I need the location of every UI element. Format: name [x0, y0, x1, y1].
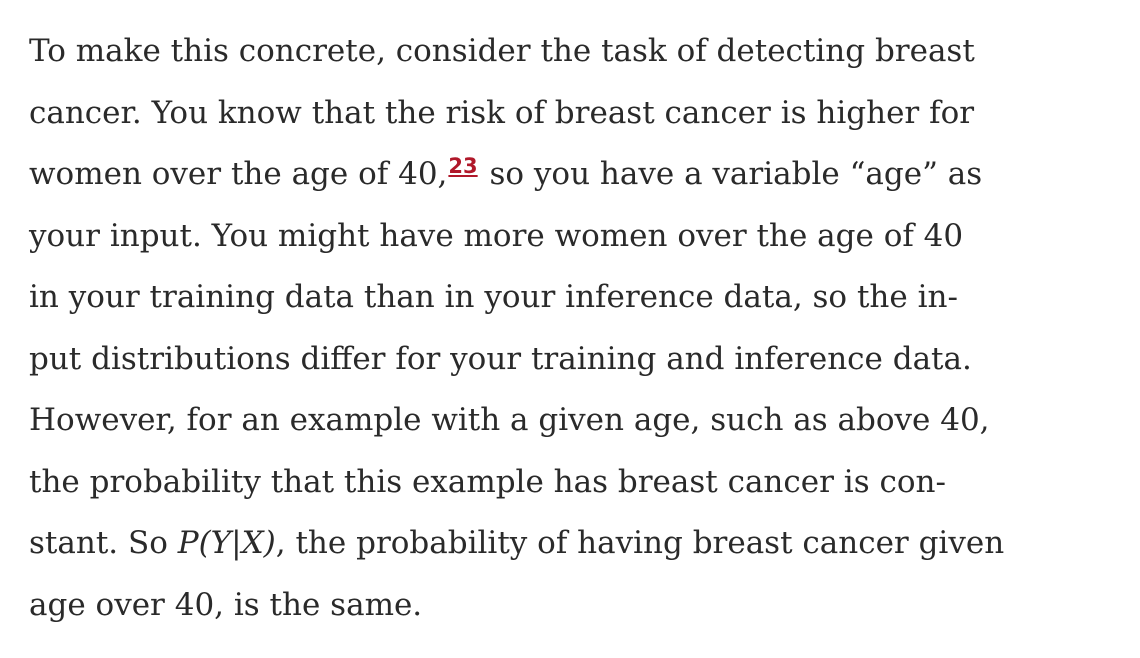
text-line-4: your input. You might have more women ov…: [29, 217, 964, 254]
text-line-1: To make this concrete, consider the task…: [29, 33, 975, 69]
text-line-3-before: women over the age of 40,: [29, 156, 448, 192]
footnote-link[interactable]: 23: [448, 154, 478, 178]
math-expression: P(Y|X): [177, 525, 276, 561]
text-line-6: put distributions differ for your traini…: [29, 340, 972, 377]
text-line-9-after: , the probability of having breast cance…: [275, 525, 1005, 561]
text-line-10: age over 40, is the same.: [29, 586, 423, 623]
text-line-5: in your training data than in your infer…: [29, 279, 958, 315]
text-line-3: women over the age of 40,23 so you have …: [29, 144, 1140, 206]
text-line-3-after: so you have a variable “age” as: [479, 156, 983, 192]
text-line-9: stant. So P(Y|X), the probability of hav…: [29, 513, 1140, 575]
text-line-2: cancer. You know that the risk of breast…: [29, 94, 975, 131]
text-line-9-before: stant. So: [29, 525, 178, 561]
body-paragraph: To make this concrete, consider the task…: [29, 21, 1140, 636]
text-line-7: However, for an example with a given age…: [29, 402, 990, 438]
text-line-8: the probability that this example has br…: [29, 463, 946, 500]
